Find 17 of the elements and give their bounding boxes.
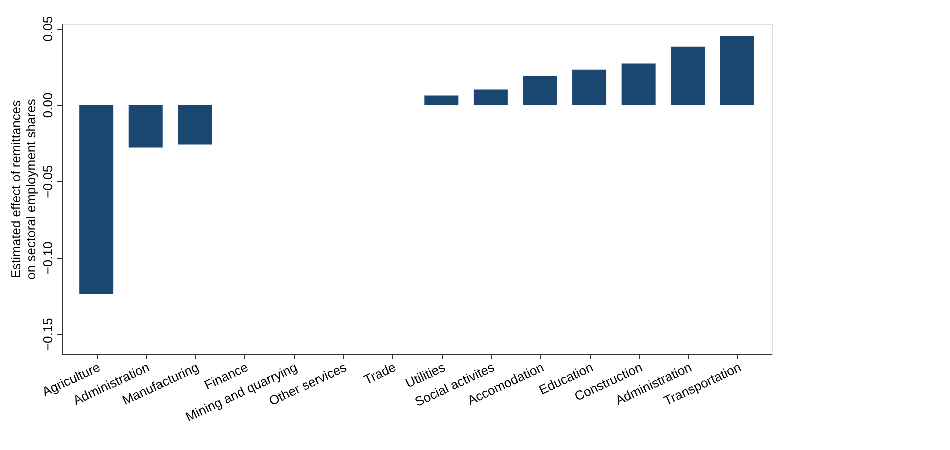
y-axis-title: Estimated effect of remittances on sectoral employment shares [8,98,38,280]
y-tick-label: −0.15 [40,318,56,352]
y-tick-label: 0.00 [40,92,56,118]
bar [474,90,508,105]
bar [720,36,754,105]
bar [424,96,459,105]
bar [572,70,607,105]
y-tick-label: 0.05 [40,16,56,42]
x-tick-label: Trade [362,360,398,388]
y-tick-label: −0.05 [40,165,56,198]
bar [80,104,114,294]
bar [622,64,656,105]
bar [523,76,558,105]
bar [128,104,163,148]
y-tick-label: −0.10 [40,242,56,275]
bar [178,104,212,145]
bar [671,46,706,105]
